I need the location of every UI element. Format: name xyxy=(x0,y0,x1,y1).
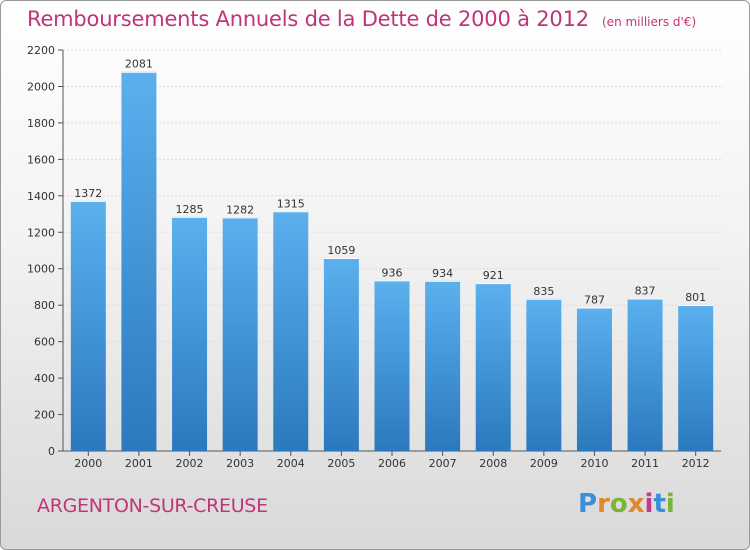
logo-letter: r xyxy=(597,489,610,519)
bar-value-label-2008: 921 xyxy=(483,269,504,282)
bar-2009 xyxy=(526,298,562,451)
y-tick-label-1600: 1600 xyxy=(27,153,55,166)
x-tick-label-2005: 2005 xyxy=(327,457,355,470)
chart-subtitle: (en milliers d'€) xyxy=(602,15,697,29)
logo-letter: o xyxy=(609,489,628,519)
bar-2003 xyxy=(222,217,258,451)
y-tick-label-2200: 2200 xyxy=(27,44,55,57)
y-tick-label-2000: 2000 xyxy=(27,80,55,93)
bar-value-label-2002: 1285 xyxy=(176,203,204,216)
x-tick-label-2009: 2009 xyxy=(530,457,558,470)
axes: 0 200 400 600 800 1000 1200 1400 1600 1800 2000 220… xyxy=(27,44,721,470)
bar-value-label-2000: 1372 xyxy=(74,187,102,200)
bar-2001 xyxy=(121,71,157,451)
bar-value-label-2010: 787 xyxy=(584,294,605,307)
bar-value-label-2006: 936 xyxy=(382,266,403,279)
y-tick-label-1200: 1200 xyxy=(27,226,55,239)
x-tick-label-2011: 2011 xyxy=(631,457,659,470)
bar-value-label-2004: 1315 xyxy=(277,197,305,210)
bars: 1372 2081 1285 1282 1315 1059 936 934 921 835 787 8… xyxy=(70,58,714,451)
y-tick-label-800: 800 xyxy=(34,299,55,312)
y-tick-label-400: 400 xyxy=(34,372,55,385)
title-row: Remboursements Annuels de la Dette de 20… xyxy=(27,7,696,31)
x-tick-label-2008: 2008 xyxy=(479,457,507,470)
y-tick-label-0: 0 xyxy=(48,445,55,458)
bar-2005 xyxy=(323,257,359,451)
bar-value-label-2009: 835 xyxy=(533,285,554,298)
logo-letter: x xyxy=(627,489,645,519)
logo-letter: t xyxy=(653,489,666,519)
bar-value-label-2003: 1282 xyxy=(226,203,254,216)
bar-value-label-2012: 801 xyxy=(685,291,706,304)
bar-2011 xyxy=(627,298,663,451)
logo-letter: i xyxy=(665,489,675,519)
bar-2010 xyxy=(576,307,612,451)
bar-2008 xyxy=(475,283,511,451)
bar-2006 xyxy=(374,280,410,451)
x-tick-label-2010: 2010 xyxy=(580,457,608,470)
x-tick-label-2001: 2001 xyxy=(125,457,153,470)
y-tick-label-1400: 1400 xyxy=(27,190,55,203)
x-tick-label-2012: 2012 xyxy=(682,457,710,470)
bar-value-label-2005: 1059 xyxy=(327,244,355,257)
bar-2012 xyxy=(678,304,714,451)
bar-value-label-2001: 2081 xyxy=(125,58,153,71)
chart-title: Remboursements Annuels de la Dette de 20… xyxy=(27,7,589,31)
x-tick-label-2006: 2006 xyxy=(378,457,406,470)
bar-2004 xyxy=(273,211,309,451)
proxiti-logo[interactable]: Proxiti xyxy=(578,489,675,519)
bar-2002 xyxy=(172,216,208,451)
y-tick-label-200: 200 xyxy=(34,409,55,422)
x-tick-label-2003: 2003 xyxy=(226,457,254,470)
bar-value-label-2007: 934 xyxy=(432,267,453,280)
x-tick-label-2004: 2004 xyxy=(277,457,305,470)
y-tick-label-1800: 1800 xyxy=(27,117,55,130)
bar-2000 xyxy=(70,200,106,451)
y-tick-label-600: 600 xyxy=(34,336,55,349)
commune-name: ARGENTON-SUR-CREUSE xyxy=(37,495,268,517)
logo-letter: i xyxy=(644,489,654,519)
bar-value-label-2011: 837 xyxy=(635,284,656,297)
logo-letter: P xyxy=(578,489,598,519)
x-tick-label-2000: 2000 xyxy=(74,457,102,470)
bar-2007 xyxy=(425,280,461,451)
x-tick-label-2002: 2002 xyxy=(176,457,204,470)
x-tick-label-2007: 2007 xyxy=(429,457,457,470)
y-tick-label-1000: 1000 xyxy=(27,263,55,276)
